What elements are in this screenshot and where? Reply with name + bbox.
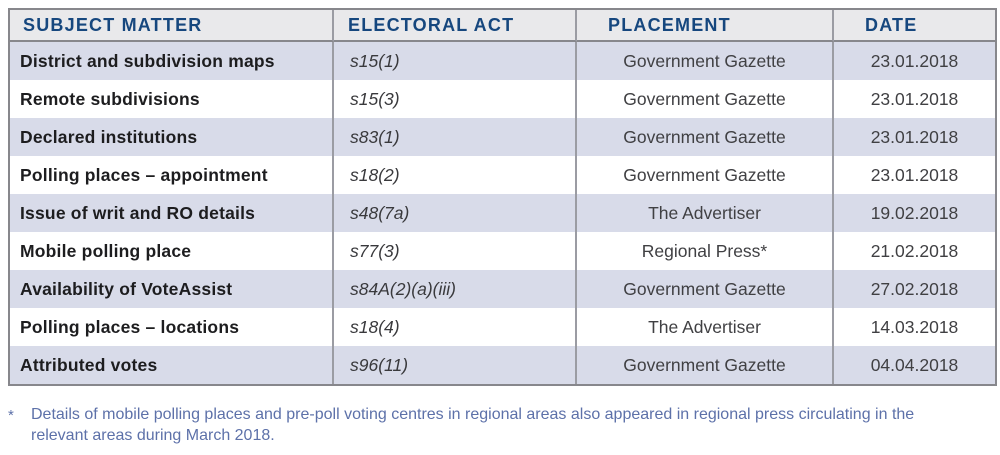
cell-subject-matter: Mobile polling place [10,232,334,270]
cell-electoral-act: s77(3) [334,232,577,270]
cell-date: 04.04.2018 [834,346,995,384]
cell-placement: Government Gazette [577,118,834,156]
column-header-electoral-act: ELECTORAL ACT [334,10,577,42]
cell-date: 23.01.2018 [834,156,995,194]
table-row: Polling places – appointment s18(2) Gove… [10,156,995,194]
cell-placement: Government Gazette [577,42,834,80]
cell-subject-matter: Attributed votes [10,346,334,384]
table-row: Issue of writ and RO details s48(7a) The… [10,194,995,232]
table-row: District and subdivision maps s15(1) Gov… [10,42,995,80]
cell-subject-matter: Declared institutions [10,118,334,156]
footnote-line-2: relevant areas during March 2018. [31,427,275,444]
table-header-row: SUBJECT MATTER ELECTORAL ACT PLACEMENT D… [10,10,995,42]
cell-date: 23.01.2018 [834,118,995,156]
table-row: Remote subdivisions s15(3) Government Ga… [10,80,995,118]
cell-date: 27.02.2018 [834,270,995,308]
cell-date: 23.01.2018 [834,80,995,118]
cell-placement: Government Gazette [577,80,834,118]
cell-placement: Government Gazette [577,270,834,308]
cell-placement: The Advertiser [577,308,834,346]
table-row: Polling places – locations s18(4) The Ad… [10,308,995,346]
cell-subject-matter: District and subdivision maps [10,42,334,80]
cell-date: 14.03.2018 [834,308,995,346]
cell-placement: The Advertiser [577,194,834,232]
cell-electoral-act: s15(3) [334,80,577,118]
cell-subject-matter: Polling places – appointment [10,156,334,194]
cell-placement: Regional Press* [577,232,834,270]
column-header-date: DATE [834,10,995,42]
footnote-text: Details of mobile polling places and pre… [31,404,914,446]
cell-electoral-act: s48(7a) [334,194,577,232]
cell-subject-matter: Remote subdivisions [10,80,334,118]
cell-date: 23.01.2018 [834,42,995,80]
cell-electoral-act: s84A(2)(a)(iii) [334,270,577,308]
cell-electoral-act: s15(1) [334,42,577,80]
table-row: Attributed votes s96(11) Government Gaze… [10,346,995,384]
cell-subject-matter: Polling places – locations [10,308,334,346]
footnote-line-1: Details of mobile polling places and pre… [31,406,915,423]
table-row: Mobile polling place s77(3) Regional Pre… [10,232,995,270]
cell-electoral-act: s83(1) [334,118,577,156]
footnote-asterisk-marker: * [8,407,14,424]
column-header-placement: PLACEMENT [577,10,834,42]
cell-date: 19.02.2018 [834,194,995,232]
table-row: Declared institutions s83(1) Government … [10,118,995,156]
cell-placement: Government Gazette [577,346,834,384]
cell-placement: Government Gazette [577,156,834,194]
cell-date: 21.02.2018 [834,232,995,270]
cell-electoral-act: s18(4) [334,308,577,346]
gazette-notices-table: SUBJECT MATTER ELECTORAL ACT PLACEMENT D… [8,8,997,386]
cell-electoral-act: s96(11) [334,346,577,384]
cell-subject-matter: Availability of VoteAssist [10,270,334,308]
footnote: * Details of mobile polling places and p… [8,404,986,446]
cell-electoral-act: s18(2) [334,156,577,194]
table-row: Availability of VoteAssist s84A(2)(a)(ii… [10,270,995,308]
column-header-subject-matter: SUBJECT MATTER [10,10,334,42]
cell-subject-matter: Issue of writ and RO details [10,194,334,232]
